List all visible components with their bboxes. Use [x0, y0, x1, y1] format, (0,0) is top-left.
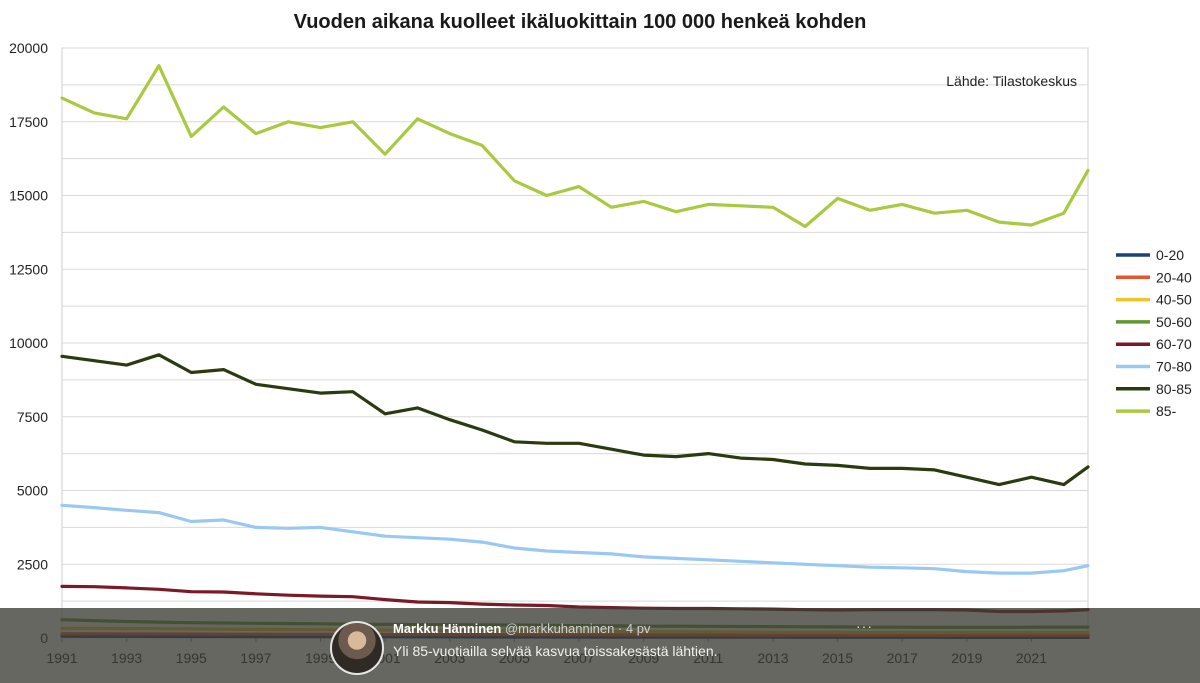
legend-label: 60-70: [1156, 336, 1192, 352]
gridlines: [61, 47, 1089, 639]
tweet-header: Markku Hänninen @markkuhanninen · 4 pv: [393, 621, 650, 636]
legend-label: 0-20: [1156, 247, 1184, 263]
y-tick-label: 10000: [9, 335, 48, 351]
legend-label: 80-85: [1156, 381, 1192, 397]
y-tick-label: 17500: [9, 114, 48, 130]
legend-label: 40-50: [1156, 292, 1192, 308]
plot-area: [60, 64, 1090, 639]
more-options-icon[interactable]: ···: [856, 618, 873, 634]
y-axis: 02500500075001000012500150001750020000: [9, 40, 48, 646]
y-tick-label: 15000: [9, 188, 48, 204]
tweet-text: Yli 85-vuotiailla selvää kasvua toissake…: [393, 643, 718, 659]
legend-label: 50-60: [1156, 314, 1192, 330]
legend-label: 85-: [1156, 403, 1177, 419]
series-line-85-: [60, 64, 1090, 229]
y-tick-label: 12500: [9, 261, 48, 277]
y-tick-label: 2500: [17, 556, 48, 572]
y-tick-label: 20000: [9, 40, 48, 56]
series-line-70-80: [60, 503, 1090, 575]
avatar[interactable]: [330, 621, 384, 675]
source-annotation: Lähde: Tilastokeskus: [946, 73, 1077, 89]
tweet-overlay: [0, 608, 1200, 683]
legend-label: 20-40: [1156, 269, 1192, 285]
legend: 0-20 20-40 40-50 50-60 60-70 70-80 80-85 85-: [1116, 247, 1192, 419]
y-tick-label: 5000: [17, 483, 48, 499]
series-line-80-85: [60, 353, 1090, 487]
tweet-author-meta[interactable]: @markkuhanninen · 4 pv: [504, 621, 651, 636]
legend-label: 70-80: [1156, 359, 1192, 375]
chart-title: Vuoden aikana kuolleet ikäluokittain 100…: [294, 11, 867, 33]
y-tick-label: 7500: [17, 409, 48, 425]
tweet-author-name[interactable]: Markku Hänninen: [393, 621, 502, 636]
